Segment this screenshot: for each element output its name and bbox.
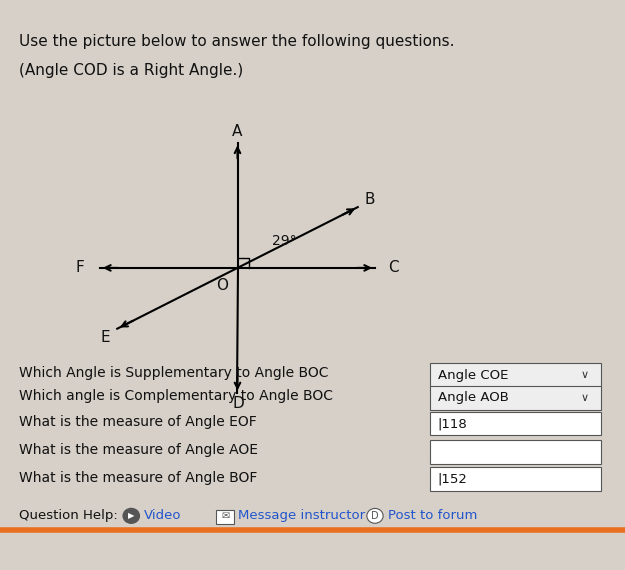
Text: Question Help:: Question Help:: [19, 510, 118, 522]
Text: 29°: 29°: [272, 234, 296, 248]
FancyBboxPatch shape: [430, 412, 601, 435]
Text: B: B: [365, 192, 375, 207]
Text: ✉: ✉: [221, 511, 229, 521]
Text: Post to forum: Post to forum: [388, 510, 477, 522]
Text: ∨: ∨: [580, 393, 589, 403]
Text: Angle AOB: Angle AOB: [438, 392, 508, 404]
Text: A: A: [232, 124, 242, 139]
Text: Video: Video: [144, 510, 181, 522]
FancyBboxPatch shape: [430, 386, 601, 410]
Text: E: E: [100, 330, 110, 345]
Circle shape: [367, 508, 383, 523]
Text: What is the measure of Angle BOF: What is the measure of Angle BOF: [19, 471, 257, 484]
Text: F: F: [76, 260, 85, 275]
Text: What is the measure of Angle AOE: What is the measure of Angle AOE: [19, 443, 258, 457]
Text: ∨: ∨: [580, 370, 589, 380]
Text: ▶: ▶: [128, 511, 134, 520]
Text: |118: |118: [438, 417, 468, 430]
FancyBboxPatch shape: [430, 363, 601, 387]
Text: O: O: [216, 278, 228, 292]
Text: D: D: [371, 511, 379, 521]
Text: Message instructor: Message instructor: [238, 510, 364, 522]
Text: What is the measure of Angle EOF: What is the measure of Angle EOF: [19, 415, 256, 429]
Text: |152: |152: [438, 473, 468, 486]
Text: Angle COE: Angle COE: [438, 369, 508, 381]
FancyBboxPatch shape: [430, 440, 601, 464]
Text: Which Angle is Supplementary to Angle BOC: Which Angle is Supplementary to Angle BO…: [19, 367, 328, 380]
Text: C: C: [389, 260, 399, 275]
Text: (Angle COD is a Right Angle.): (Angle COD is a Right Angle.): [19, 63, 243, 78]
Text: Use the picture below to answer the following questions.: Use the picture below to answer the foll…: [19, 34, 454, 49]
FancyBboxPatch shape: [216, 510, 234, 524]
Text: D: D: [232, 396, 244, 411]
Circle shape: [123, 508, 139, 523]
FancyBboxPatch shape: [430, 467, 601, 491]
Text: Which angle is Complementary to Angle BOC: Which angle is Complementary to Angle BO…: [19, 389, 332, 403]
